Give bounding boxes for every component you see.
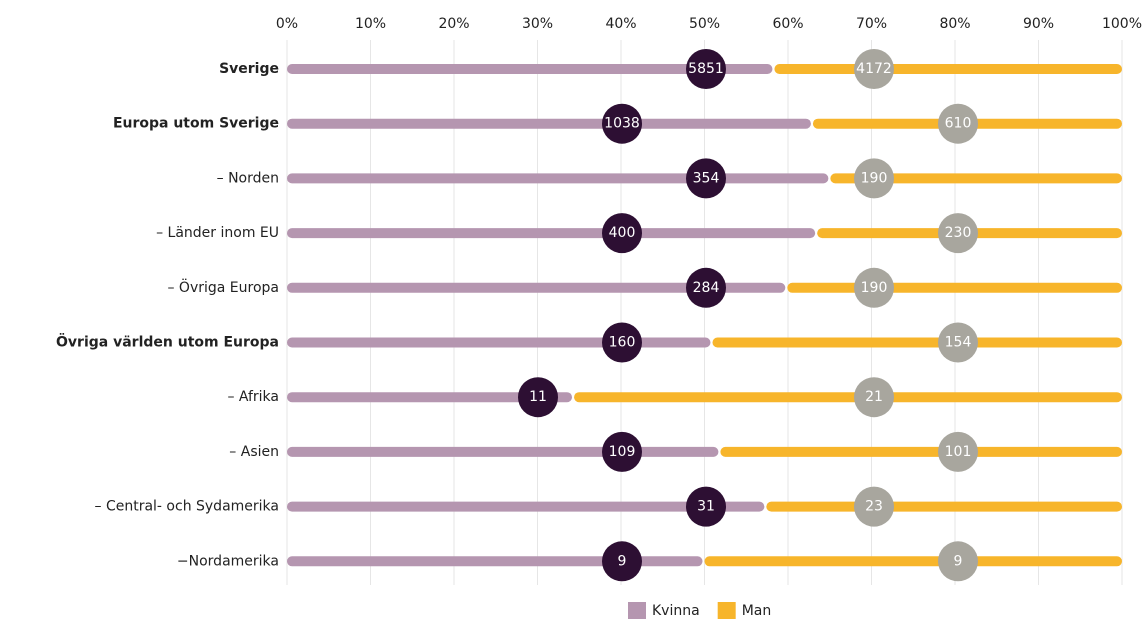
bar-segment	[287, 173, 829, 184]
count-bubble	[602, 213, 642, 254]
bar-segment	[574, 392, 1122, 403]
count-bubble	[938, 103, 978, 144]
y-tick-label: – Asien	[229, 444, 279, 460]
bar-segment	[704, 556, 1122, 567]
bar-segment	[774, 64, 1122, 74]
data-label: 230	[945, 225, 972, 241]
x-tick-label: 10%	[355, 16, 386, 32]
x-tick-label: 70%	[856, 16, 887, 32]
count-bubble	[938, 213, 978, 254]
data-label: 190	[861, 280, 888, 296]
bar-segment	[287, 228, 816, 239]
bar-segment	[287, 118, 811, 129]
bar-segment	[287, 337, 711, 348]
y-tick-label: Sverige	[219, 61, 279, 77]
x-tick-label: 60%	[772, 16, 803, 32]
data-label: 23	[865, 499, 883, 515]
legend-swatch	[628, 602, 646, 620]
count-bubble	[602, 541, 642, 582]
count-bubble	[938, 431, 978, 472]
data-label: 9	[618, 553, 627, 569]
count-bubble	[686, 267, 726, 308]
y-tick-label: – Övriga Europa	[167, 278, 279, 296]
bar-segment	[287, 556, 703, 567]
x-tick-label: 20%	[438, 16, 469, 32]
bar-segment	[766, 501, 1122, 512]
data-label: 354	[693, 170, 720, 186]
data-label: 154	[945, 335, 972, 351]
count-bubble	[854, 158, 894, 199]
count-bubble	[854, 486, 894, 527]
bar-segment	[787, 282, 1122, 293]
data-label: 11	[529, 389, 547, 405]
count-bubble	[686, 49, 726, 89]
data-label: 31	[697, 499, 715, 515]
bar-segment	[712, 337, 1122, 348]
data-label: 21	[865, 389, 883, 405]
y-tick-label: – Afrika	[227, 389, 279, 405]
count-bubble	[686, 158, 726, 199]
data-label: 109	[609, 444, 636, 460]
data-label: 9	[954, 553, 963, 569]
x-tick-label: 50%	[689, 16, 720, 32]
bar-segment	[287, 282, 786, 293]
x-tick-label: 40%	[605, 16, 636, 32]
bar-segment	[287, 392, 573, 403]
count-bubble	[518, 377, 558, 418]
bar-segment	[287, 64, 773, 74]
legend-label: Man	[742, 603, 772, 619]
legend-swatch	[717, 602, 736, 620]
data-label: 160	[609, 335, 636, 351]
y-tick-label: Övriga världen utom Europa	[56, 333, 279, 351]
x-tick-label: 100%	[1102, 16, 1142, 32]
bar-segment	[287, 501, 765, 512]
x-tick-label: 30%	[522, 16, 553, 32]
x-tick-label: 90%	[1023, 16, 1054, 32]
y-tick-label: – Central- och Sydamerika	[95, 499, 280, 515]
count-bubble	[938, 322, 978, 363]
count-bubble	[602, 431, 642, 472]
x-tick-label: 80%	[939, 16, 970, 32]
x-tick-label: 0%	[276, 16, 298, 32]
y-tick-label: −Nordamerika	[177, 553, 279, 569]
count-bubble	[854, 377, 894, 418]
bar-segment	[287, 446, 719, 457]
data-label: 284	[693, 280, 720, 296]
count-bubble	[686, 486, 726, 527]
count-bubble	[938, 541, 978, 582]
data-label: 1038	[604, 116, 640, 132]
data-label: 400	[609, 225, 636, 241]
count-bubble	[602, 322, 642, 363]
data-label: 4172	[856, 61, 892, 77]
y-tick-label: Europa utom Sverige	[113, 116, 279, 132]
data-label: 190	[861, 170, 888, 186]
data-label: 610	[945, 116, 972, 132]
y-tick-label: – Norden	[217, 170, 279, 186]
bar-segment	[830, 173, 1122, 184]
legend-label: Kvinna	[652, 603, 700, 619]
count-bubble	[602, 103, 642, 144]
y-tick-label: – Länder inom EU	[156, 225, 279, 241]
count-bubble	[854, 267, 894, 308]
bar-segment	[720, 446, 1122, 457]
count-bubble	[854, 49, 894, 89]
data-label: 101	[945, 444, 972, 460]
data-label: 5851	[688, 61, 724, 77]
